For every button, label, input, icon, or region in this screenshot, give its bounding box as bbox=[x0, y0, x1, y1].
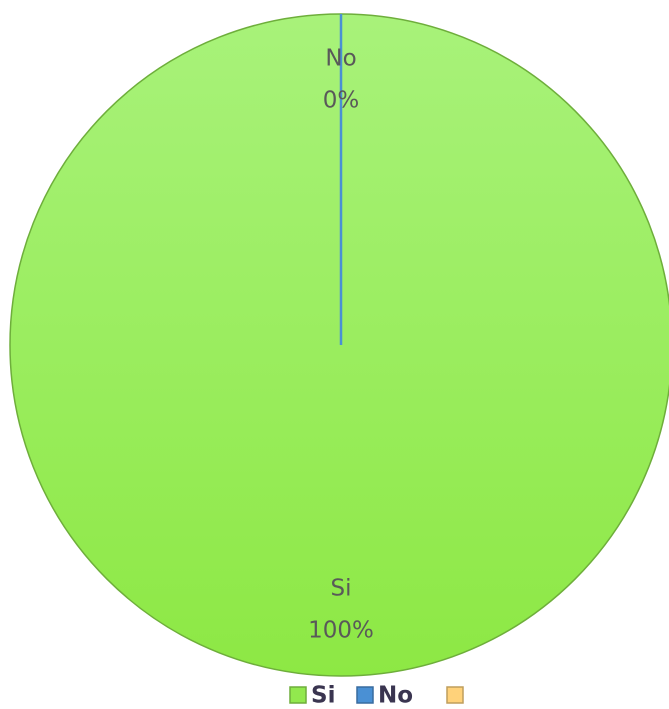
legend-label: No bbox=[378, 683, 413, 709]
legend-swatch bbox=[356, 686, 374, 704]
legend-swatch bbox=[289, 686, 307, 704]
slice-value: 0% bbox=[323, 88, 360, 114]
legend-swatch bbox=[446, 686, 464, 704]
legend-label: Si bbox=[311, 683, 335, 709]
slice-label: Si bbox=[331, 575, 352, 601]
slice-label: No bbox=[325, 46, 356, 72]
slice-value: 100% bbox=[308, 617, 374, 643]
